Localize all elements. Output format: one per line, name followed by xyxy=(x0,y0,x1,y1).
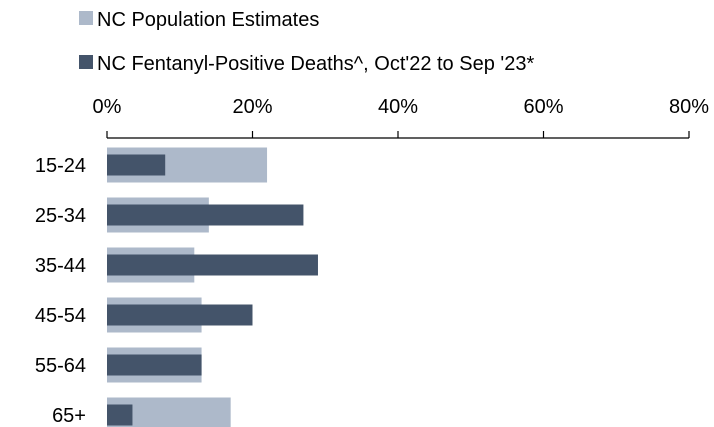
bar-deaths-55-64 xyxy=(107,354,202,376)
bar-deaths-65+ xyxy=(107,404,133,426)
x-tick-label-1: 20% xyxy=(232,96,272,118)
legend-swatch-1 xyxy=(79,55,93,69)
legend: NC Population Estimates NC Fentanyl-Posit… xyxy=(79,9,534,75)
legend-label-1: NC Fentanyl-Positive Deaths^, Oct'22 to … xyxy=(97,53,534,75)
category-label-35-44: 35-44 xyxy=(35,255,86,277)
legend-swatch-0 xyxy=(79,11,93,25)
bar-deaths-35-44 xyxy=(107,254,318,276)
bar-deaths-45-54 xyxy=(107,304,253,326)
category-label-25-34: 25-34 xyxy=(35,205,86,227)
category-label-65+: 65+ xyxy=(52,405,86,427)
bars xyxy=(107,147,318,427)
x-tick-label-3: 60% xyxy=(523,96,563,118)
bar-deaths-25-34 xyxy=(107,204,304,226)
x-axis: 0% 20% 40% 60% 80% xyxy=(93,96,709,139)
x-tick-label-2: 40% xyxy=(378,96,418,118)
category-label-45-54: 45-54 xyxy=(35,305,86,327)
bar-deaths-15-24 xyxy=(107,154,166,176)
legend-label-0: NC Population Estimates xyxy=(97,9,319,31)
category-labels: 15-24 25-34 35-44 45-54 55-64 65+ xyxy=(35,155,86,427)
x-tick-label-0: 0% xyxy=(93,96,122,118)
category-label-55-64: 55-64 xyxy=(35,355,86,377)
category-label-15-24: 15-24 xyxy=(35,155,86,177)
x-tick-label-4: 80% xyxy=(669,96,709,118)
